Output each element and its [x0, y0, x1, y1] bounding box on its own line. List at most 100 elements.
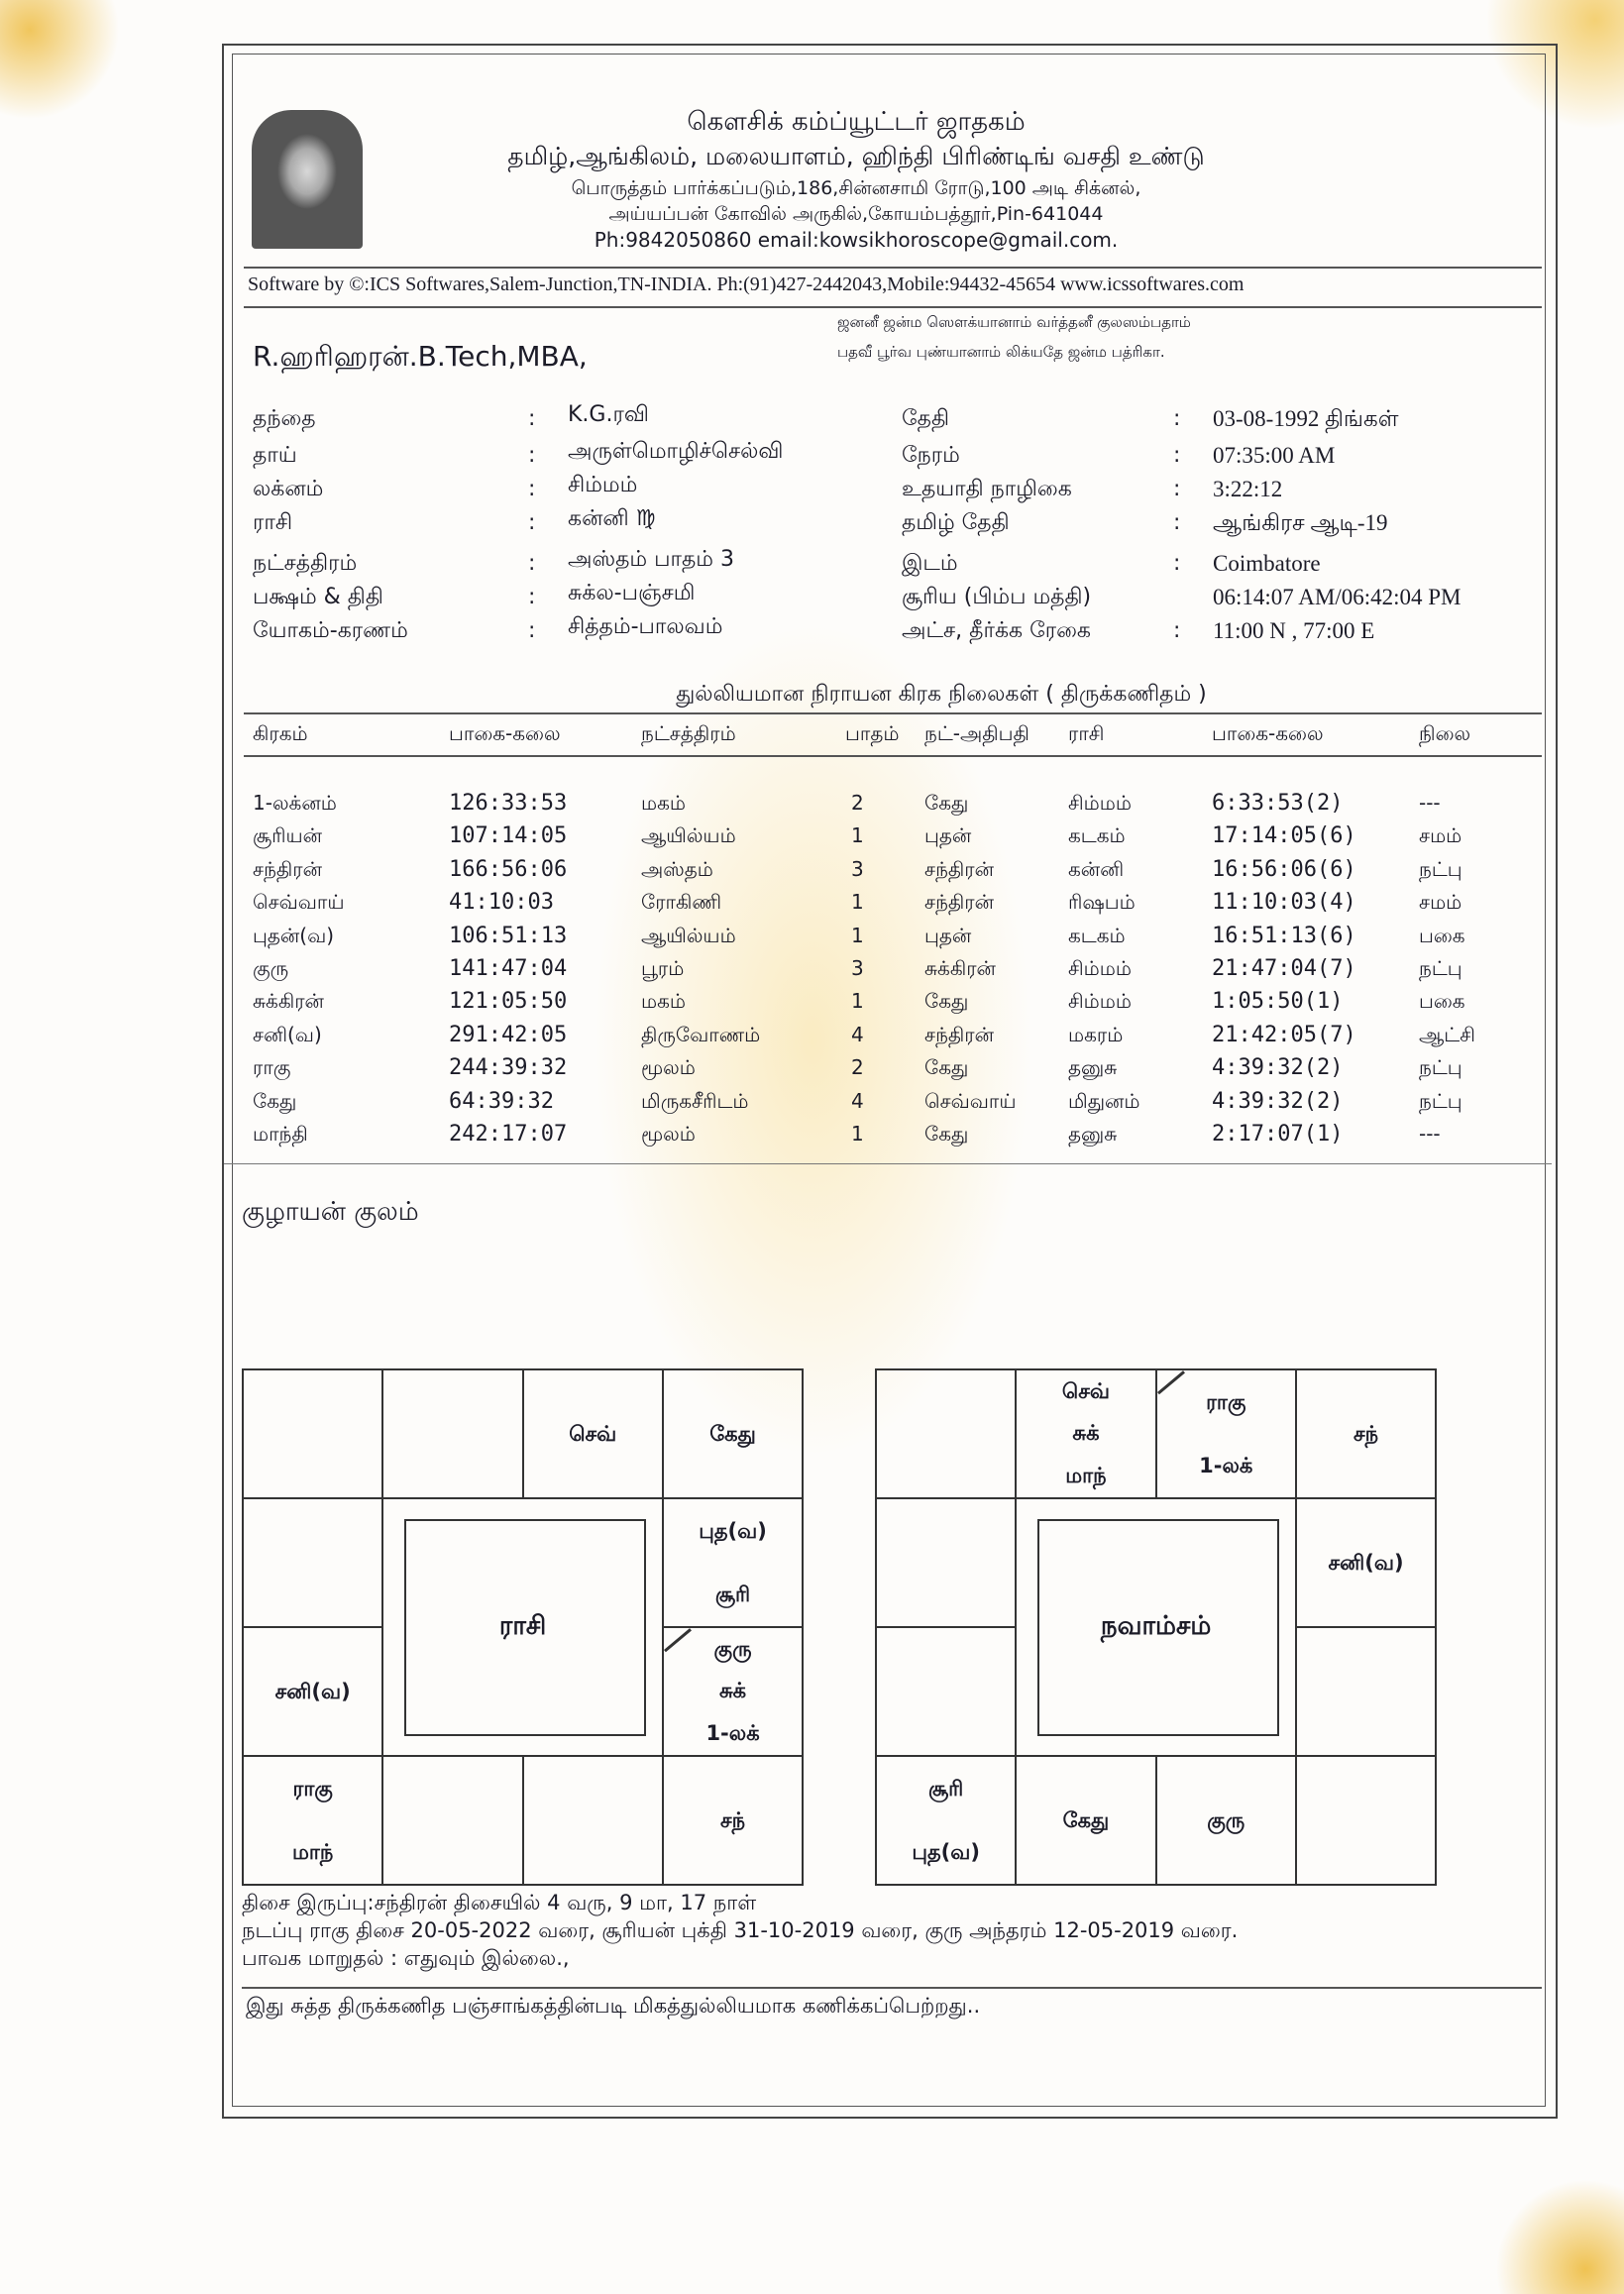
table-cell: --- — [1419, 1122, 1441, 1146]
detail-label: தந்தை — [253, 406, 316, 431]
planet-label: கேது — [709, 1421, 756, 1446]
chart-center-box — [1036, 1519, 1280, 1736]
bhava-change: பாவக மாறுதல் : எதுவும் இல்லை., — [242, 1946, 570, 1970]
chart-house — [875, 1368, 1018, 1499]
planet-label: சந் — [719, 1807, 746, 1832]
table-cell: 1 — [851, 890, 864, 915]
column-header: கிரகம் — [253, 721, 308, 745]
chart-house: சனி(வ) — [242, 1626, 384, 1757]
detail-colon: : — [528, 443, 536, 468]
table-cell: சந்திரன் — [924, 890, 995, 915]
detail-label: யோகம்-கரணம் — [253, 618, 408, 643]
planet-label: 1-லக் — [705, 1721, 760, 1746]
chart-center-box — [403, 1519, 647, 1736]
table-cell: 107:14:05 — [449, 823, 568, 849]
detail-colon: : — [1173, 406, 1181, 431]
detail-label: தேதி — [902, 406, 949, 431]
chart-house: சனி(வ) — [1294, 1497, 1438, 1628]
table-cell: 106:51:13 — [449, 923, 568, 948]
chart-house: குரு — [1154, 1755, 1297, 1886]
table-cell: சூரியன் — [253, 823, 323, 848]
detail-value: அஸ்தம் பாதம் 3 — [568, 547, 734, 572]
planet-table-title: துல்லியமான நிராயன கிரக நிலைகள் ( திருக்க… — [676, 682, 1207, 707]
table-cell: சுக்கிரன் — [924, 956, 996, 980]
chart-house — [381, 1368, 524, 1499]
chart-center-label: நவாம்சம் — [1100, 1610, 1212, 1641]
table-cell: கேது — [924, 1055, 969, 1080]
verse-line-1: ஜனனீ ஜன்ம ஸௌக்யானாம் வர்த்தனீ குலஸம்பதாம… — [837, 313, 1191, 331]
planet-label: புத(வ) — [699, 1518, 767, 1543]
table-cell: மூலம் — [641, 1122, 696, 1146]
divider — [244, 712, 1542, 714]
planet-label: ராகு — [292, 1776, 333, 1801]
detail-colon: : — [1173, 510, 1181, 535]
table-cell: 291:42:05 — [449, 1022, 568, 1047]
header-subtitle: தமிழ்,ஆங்கிலம், மலையாளம், ஹிந்தி பிரிண்ட… — [507, 142, 1205, 170]
table-cell: செவ்வாய் — [924, 1088, 1017, 1113]
table-cell: 1 — [851, 1122, 864, 1146]
column-header: நிலை — [1419, 721, 1471, 745]
column-header: பாதம் — [845, 721, 900, 745]
table-cell: ரிஷபம் — [1068, 890, 1136, 915]
table-cell: புதன் — [924, 923, 972, 947]
planet-label: ராகு — [1206, 1389, 1246, 1414]
detail-colon: : — [528, 585, 536, 609]
table-cell: 4:39:32(2) — [1212, 1055, 1344, 1081]
table-cell: மகம் — [641, 989, 686, 1014]
detail-value: கன்னி ♍ — [568, 506, 656, 531]
chart-house: சந் — [1294, 1368, 1438, 1499]
fold-line — [224, 1163, 1552, 1164]
detail-label: நேரம் — [902, 443, 960, 468]
header-title: கௌசிக் கம்ப்யூட்டர் ஜாதகம் — [687, 107, 1026, 137]
table-cell: நட்பு — [1419, 956, 1462, 980]
table-cell: கன்னி — [1068, 856, 1125, 881]
chart-house — [521, 1755, 664, 1886]
verse-line-2: பதவீ பூர்வ புண்யானாம் லிக்யதே ஜன்ம பத்ரி… — [837, 343, 1165, 361]
table-cell: கேது — [924, 791, 969, 815]
chart-house: ராகு மாந் — [242, 1755, 384, 1886]
table-cell: 4 — [851, 1022, 864, 1046]
planet-label: சூரி — [714, 1582, 751, 1606]
detail-value: அருள்மொழிச்செல்வி — [568, 439, 784, 464]
table-cell: 16:56:06(6) — [1212, 856, 1356, 882]
table-cell: 16:51:13(6) — [1212, 923, 1356, 948]
table-cell: 2 — [851, 791, 864, 815]
detail-label: இடம் — [902, 551, 958, 576]
table-cell: குரு — [253, 956, 289, 980]
table-cell: மகம் — [641, 791, 686, 815]
table-cell: 1 — [851, 989, 864, 1014]
detail-value: 11:00 N , 77:00 E — [1213, 618, 1375, 643]
detail-label: லக்னம் — [253, 477, 324, 501]
table-cell: 6:33:53(2) — [1212, 791, 1344, 816]
software-credit: Software by ©:ICS Softwares,Salem-Juncti… — [248, 273, 1245, 295]
divider — [244, 306, 1542, 308]
table-cell: ராகு — [253, 1055, 291, 1080]
page-border — [222, 44, 1558, 2119]
table-cell: கேது — [924, 989, 969, 1014]
detail-label: உதயாதி நாழிகை — [902, 477, 1072, 501]
table-cell: பகை — [1419, 989, 1465, 1014]
table-cell: கேது — [253, 1088, 297, 1113]
detail-label: பக்ஷம் & திதி — [253, 585, 383, 609]
planet-label: சனி(வ) — [274, 1679, 351, 1703]
table-cell: 3 — [851, 856, 864, 881]
table-cell: கடகம் — [1068, 823, 1126, 848]
chart-center: ராசி — [381, 1497, 664, 1757]
person-name: R.ஹரிஹரன்.B.Tech,MBA, — [253, 340, 588, 373]
chart-house: கேது — [661, 1368, 805, 1499]
table-cell: 244:39:32 — [449, 1055, 568, 1081]
table-cell: 17:14:05(6) — [1212, 823, 1356, 849]
divider — [244, 267, 1542, 269]
table-cell: சிம்மம் — [1068, 956, 1132, 980]
table-cell: 126:33:53 — [449, 791, 568, 816]
table-cell: 21:42:05(7) — [1212, 1022, 1356, 1047]
column-header: பாகை-கலை — [449, 721, 561, 745]
chart-house — [1294, 1626, 1438, 1757]
table-cell: 64:39:32 — [449, 1088, 554, 1114]
table-cell: 4:39:32(2) — [1212, 1088, 1344, 1114]
table-cell: 141:47:04 — [449, 956, 568, 981]
detail-value: சுக்ல-பஞ்சமி — [568, 581, 696, 605]
detail-label: தமிழ் தேதி — [902, 510, 1010, 535]
header-address-2: அய்யப்பன் கோவில் அருகில்,கோயம்பத்தூர்,Pi… — [608, 203, 1104, 225]
planet-label: மாந் — [1065, 1464, 1107, 1488]
